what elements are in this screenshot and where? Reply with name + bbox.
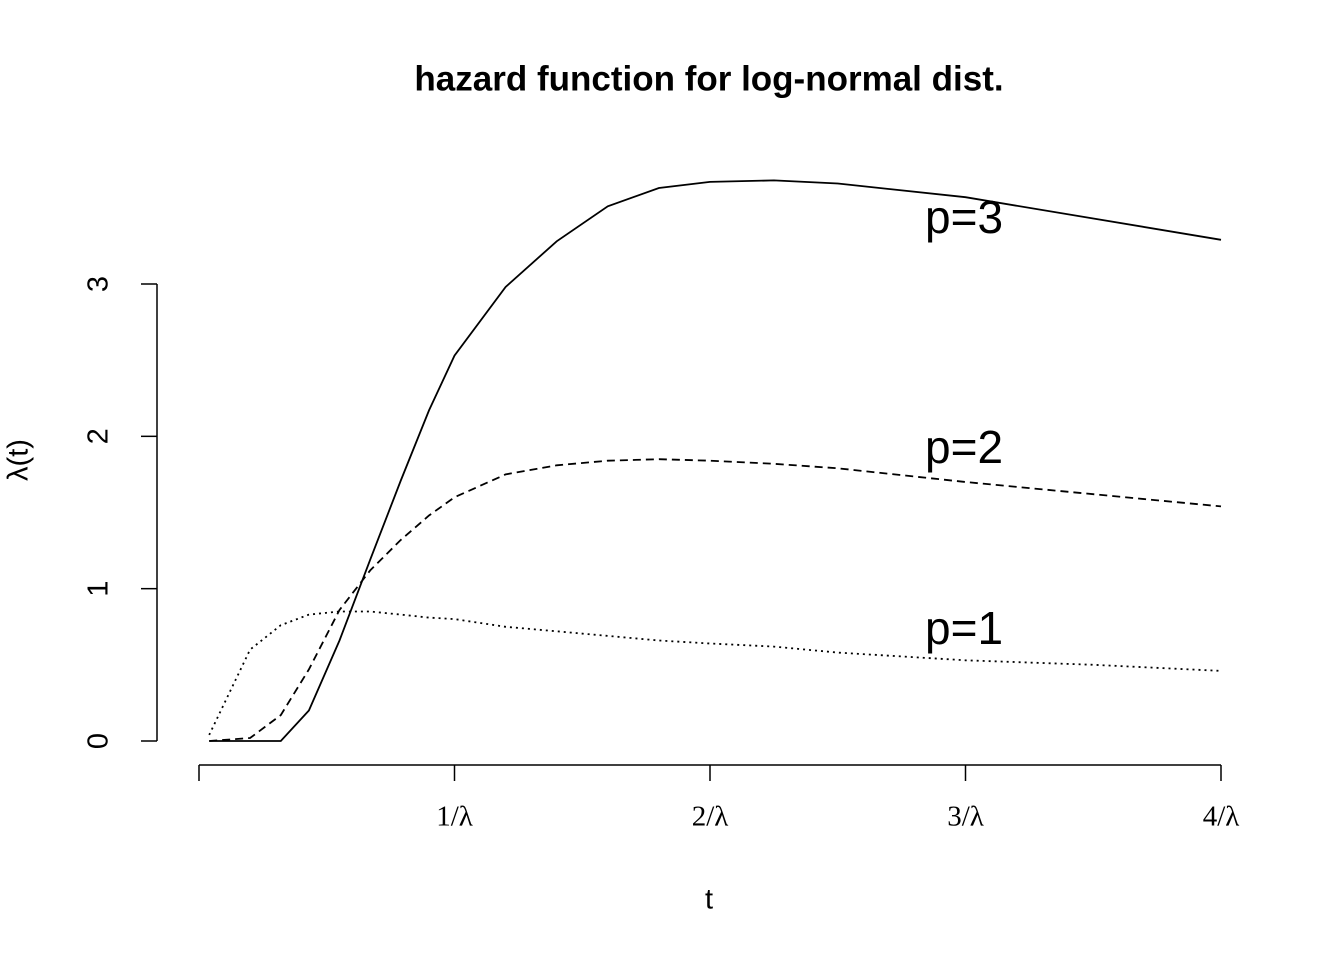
y-tick-label: 2 bbox=[83, 428, 115, 444]
y-tick-label: 0 bbox=[83, 733, 115, 749]
series-annotation: p=1 bbox=[925, 602, 1003, 654]
x-tick-label: 4/λ bbox=[1203, 801, 1240, 833]
y-tick-label: 3 bbox=[83, 276, 115, 292]
series-line bbox=[209, 179, 1222, 742]
series-line bbox=[209, 458, 1222, 742]
x-tick-label: 1/λ bbox=[436, 801, 473, 833]
series-line bbox=[208, 610, 1222, 736]
x-axis-label: t bbox=[705, 884, 713, 916]
chart-title: hazard function for log-normal dist. bbox=[414, 59, 1003, 98]
x-tick-label: 3/λ bbox=[947, 801, 984, 833]
y-axis-label: λ(t) bbox=[3, 439, 35, 481]
series-annotation: p=3 bbox=[925, 191, 1003, 243]
y-tick-label: 1 bbox=[83, 581, 115, 597]
series-annotation: p=2 bbox=[925, 421, 1003, 473]
x-tick-label: 2/λ bbox=[692, 801, 729, 833]
